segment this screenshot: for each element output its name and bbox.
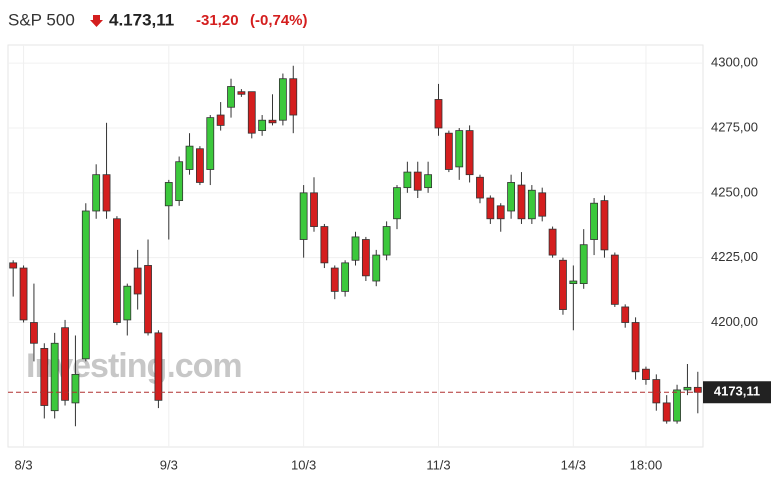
price: 4.173,11: [109, 10, 174, 29]
candle-body: [50, 342, 59, 412]
candle-body: [278, 78, 287, 121]
candle-body: [102, 174, 111, 212]
y-tick-label: 4300,00: [711, 55, 758, 70]
x-tick-label: 10/3: [291, 457, 316, 472]
candle-body: [320, 226, 329, 264]
candle-body: [393, 187, 401, 220]
candle-body: [216, 114, 225, 126]
candle-body: [40, 348, 49, 406]
candle-body: [382, 226, 391, 256]
candle-body: [548, 228, 557, 256]
candle-body: [652, 379, 661, 404]
candle-body: [361, 239, 370, 277]
candle-body: [444, 132, 453, 170]
candle-body: [310, 192, 318, 227]
candle-body: [372, 254, 381, 282]
candle-body: [71, 373, 80, 404]
candle-body: [496, 205, 505, 220]
candle-body: [185, 145, 194, 170]
y-tick-label: 4250,00: [711, 184, 758, 199]
candle-body: [693, 386, 702, 393]
down-arrow: [90, 15, 103, 27]
candle-body: [268, 119, 277, 124]
candle-body: [61, 327, 69, 401]
candle-body: [9, 262, 18, 269]
candle-body: [144, 265, 152, 334]
candle-body: [92, 174, 101, 212]
candle-body: [434, 99, 443, 129]
x-tick-label: 11/3: [426, 457, 450, 472]
candle-body: [673, 389, 681, 422]
candle-body: [154, 332, 163, 401]
candle-body: [600, 200, 609, 251]
change: -31,20: [196, 12, 239, 29]
candle-body: [351, 236, 360, 261]
candle-body: [527, 189, 536, 220]
candle-body: [413, 171, 422, 191]
candle-body: [517, 184, 526, 220]
candle-body: [631, 322, 640, 373]
candle-body: [330, 267, 339, 292]
candle-body: [476, 176, 484, 199]
candle-body: [621, 306, 630, 323]
candle-body: [642, 368, 650, 380]
candle-body: [455, 130, 464, 168]
y-tick-label: 4275,00: [711, 119, 758, 134]
candle-body: [247, 91, 256, 134]
candle-body: [81, 210, 90, 360]
candle-body: [610, 254, 619, 305]
plot-frame: [7, 44, 704, 448]
candle-body: [465, 130, 474, 176]
candle-body: [662, 402, 671, 422]
candle-body: [569, 280, 578, 285]
candle-body: [590, 202, 598, 240]
candle-body: [164, 182, 173, 207]
candle-body: [559, 259, 567, 310]
change-pct: (-0,74%): [250, 12, 308, 29]
candle-body: [579, 244, 588, 285]
last-price-label: 4173,11: [714, 384, 760, 399]
candle-body: [683, 386, 692, 391]
candle-body: [113, 218, 121, 323]
candle-body: [507, 182, 515, 212]
y-tick-label: 4225,00: [711, 249, 758, 264]
x-tick-label: 14/3: [561, 457, 586, 472]
candle-body: [123, 285, 132, 321]
candle-body: [486, 197, 495, 220]
last-price-tag: [703, 381, 771, 404]
x-tick-label: 8/3: [15, 457, 33, 472]
candle-body: [341, 262, 350, 292]
candle-body: [227, 86, 235, 108]
y-tick-label: 4200,00: [711, 314, 758, 329]
x-tick-label: 9/3: [160, 457, 178, 472]
candle-body: [538, 192, 547, 217]
candle-body: [30, 322, 38, 344]
candle-body: [403, 171, 412, 189]
candle-body: [175, 161, 184, 202]
chart-title: S&P 500: [8, 10, 75, 29]
candle-body: [133, 267, 142, 295]
candle-body: [424, 174, 433, 189]
candle-body: [206, 117, 215, 170]
candle-body: [258, 119, 267, 131]
x-tick-label: 18:00: [630, 457, 663, 472]
candle-body: [19, 267, 28, 321]
candle-body: [289, 78, 298, 116]
candle-body: [237, 91, 246, 95]
candle-body: [299, 192, 308, 240]
candle-body: [196, 148, 204, 183]
